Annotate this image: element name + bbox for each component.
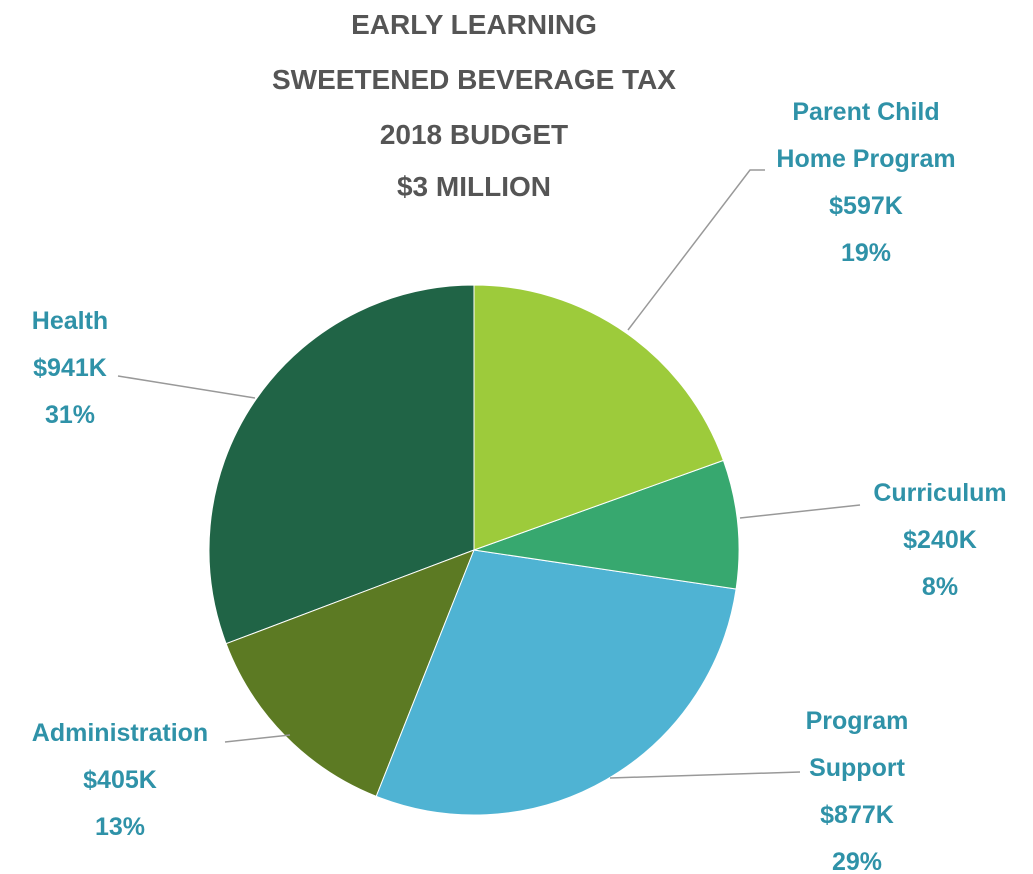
leader-line xyxy=(627,169,765,331)
value-label: 8% xyxy=(921,573,959,601)
value-label: $941K xyxy=(33,354,107,382)
pie-slice xyxy=(473,284,725,551)
leader-line xyxy=(224,734,291,743)
leader-line xyxy=(609,771,801,779)
category-label: Health xyxy=(31,307,109,335)
pie-slice xyxy=(208,284,475,645)
slice-label: Health $941K 31% xyxy=(0,298,145,439)
chart-title: EARLY LEARNING xyxy=(351,9,597,40)
slice-label: Administration $405K 13% xyxy=(0,710,240,851)
leader-line xyxy=(117,375,256,399)
value-label: $597K xyxy=(829,192,903,220)
slice-label: Parent Child Home Program $597K 19% xyxy=(761,89,971,277)
slice-label: Curriculum $240K 8% xyxy=(840,470,1033,611)
pie-slice xyxy=(473,459,740,590)
value-label: 29% xyxy=(831,848,883,874)
slice-label: Program Support $877K 29% xyxy=(787,698,927,874)
category-label: Parent Child Home Program xyxy=(776,98,956,173)
category-label: Curriculum xyxy=(873,479,1007,507)
value-label: 31% xyxy=(44,401,96,429)
value-label: $877K xyxy=(820,801,894,829)
chart-title: SWEETENED BEVERAGE TAX xyxy=(272,64,676,95)
category-label: Administration xyxy=(31,719,209,747)
leader-line xyxy=(739,504,861,519)
chart-title: $3 MILLION xyxy=(396,171,551,202)
value-label: $405K xyxy=(83,766,157,794)
value-label: 19% xyxy=(840,239,892,267)
value-label: $240K xyxy=(903,526,977,554)
chart-title: 2018 BUDGET xyxy=(379,119,569,150)
pie-slice xyxy=(375,549,737,816)
category-label: Program Support xyxy=(805,707,909,782)
value-label: 13% xyxy=(94,813,146,841)
